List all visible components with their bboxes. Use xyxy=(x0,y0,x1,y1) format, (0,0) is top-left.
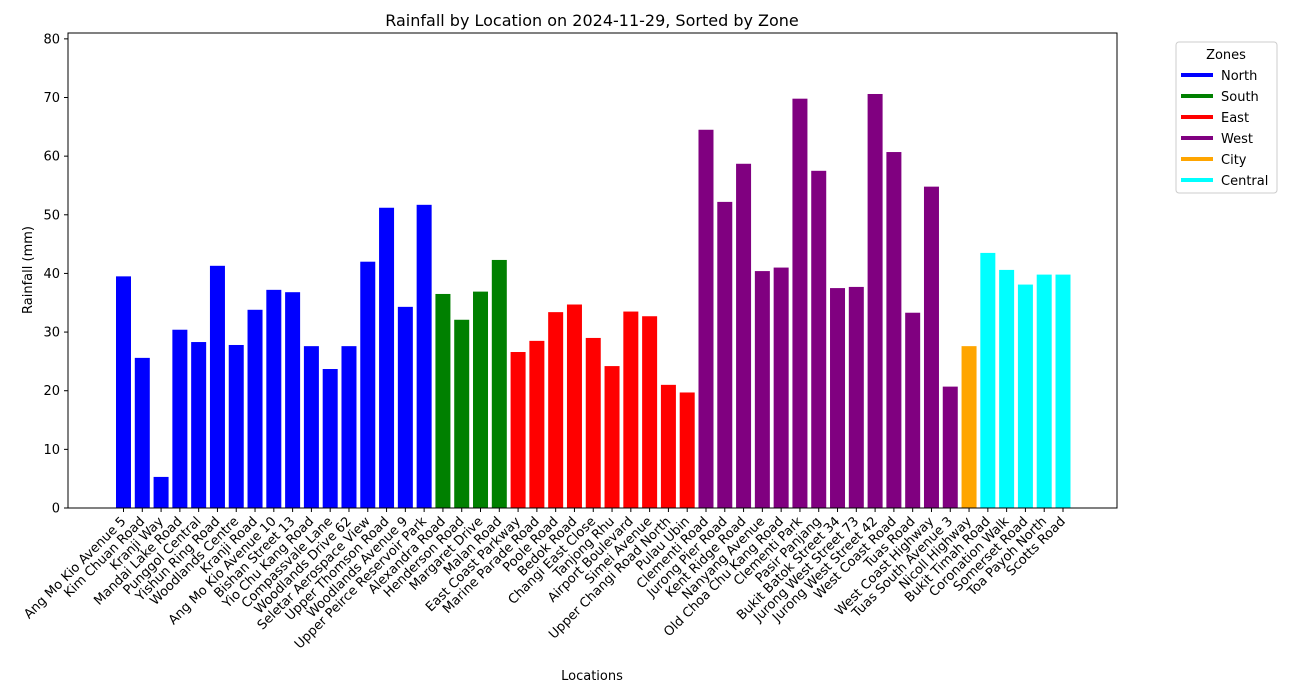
legend-items: North South East West City Central xyxy=(1181,69,1268,189)
bar xyxy=(905,312,921,508)
legend-label: South xyxy=(1221,90,1259,105)
bar xyxy=(679,392,695,508)
x-axis-label: Locations xyxy=(561,669,623,684)
bar xyxy=(322,369,338,508)
bar xyxy=(341,346,357,508)
bar xyxy=(604,366,620,508)
bar xyxy=(923,186,939,508)
bar xyxy=(435,293,451,508)
y-tick-label: 50 xyxy=(43,208,60,223)
bar xyxy=(566,304,582,508)
y-tick-label: 80 xyxy=(43,32,60,47)
bar xyxy=(116,276,131,508)
bar xyxy=(153,476,169,508)
y-tick-label: 0 xyxy=(52,502,60,517)
bar xyxy=(1055,274,1071,508)
bar xyxy=(698,129,714,508)
y-axis: 0 10 20 30 40 50 60 70 80 xyxy=(43,32,68,517)
bar xyxy=(736,163,752,508)
bar xyxy=(266,289,282,508)
bar xyxy=(247,309,263,508)
bar xyxy=(529,340,545,508)
legend-label: North xyxy=(1221,69,1257,84)
y-tick-label: 20 xyxy=(43,384,60,399)
bar xyxy=(886,152,902,509)
y-tick-label: 60 xyxy=(43,150,60,165)
bar xyxy=(1017,284,1033,508)
legend: Zones North South East West City Central xyxy=(1175,41,1278,194)
legend-label: West xyxy=(1221,132,1253,147)
bar xyxy=(285,292,301,508)
bar xyxy=(416,204,432,508)
y-axis-label: Rainfall (mm) xyxy=(21,226,36,314)
bar xyxy=(961,346,977,508)
y-tick-label: 10 xyxy=(43,443,60,458)
bar xyxy=(773,267,789,508)
bar xyxy=(585,337,601,508)
bar xyxy=(360,261,376,508)
y-tick-label: 30 xyxy=(43,326,60,341)
chart-title: Rainfall by Location on 2024-11-29, Sort… xyxy=(385,11,799,30)
bar xyxy=(491,259,507,508)
legend-label: Central xyxy=(1221,174,1268,189)
bar xyxy=(303,346,319,508)
bar xyxy=(397,306,413,508)
legend-title: Zones xyxy=(1206,48,1246,63)
bar xyxy=(792,98,808,509)
bar xyxy=(548,312,564,508)
y-tick-label: 40 xyxy=(43,267,60,282)
bar xyxy=(660,384,676,508)
bars-layer xyxy=(116,93,1071,509)
bar xyxy=(942,386,958,508)
bar xyxy=(642,316,658,508)
bar xyxy=(510,352,526,508)
bar xyxy=(830,288,846,508)
plot-frame xyxy=(67,32,1118,509)
bar xyxy=(209,265,225,508)
bar xyxy=(867,93,883,509)
bar xyxy=(623,311,639,508)
bar xyxy=(717,201,733,508)
legend-label: City xyxy=(1221,153,1247,168)
bar xyxy=(754,271,770,508)
bar xyxy=(454,319,470,508)
legend-box xyxy=(1175,41,1278,194)
bar xyxy=(980,252,996,508)
y-tick-label: 70 xyxy=(43,91,60,106)
bar xyxy=(172,329,188,508)
bar xyxy=(228,344,244,508)
bar xyxy=(811,170,827,508)
legend-label: East xyxy=(1221,111,1249,126)
bar xyxy=(379,207,395,508)
bar xyxy=(848,286,864,508)
bar xyxy=(134,357,150,508)
bar xyxy=(473,291,489,508)
bar xyxy=(191,342,207,508)
bar xyxy=(1036,274,1052,508)
bar xyxy=(999,269,1015,508)
